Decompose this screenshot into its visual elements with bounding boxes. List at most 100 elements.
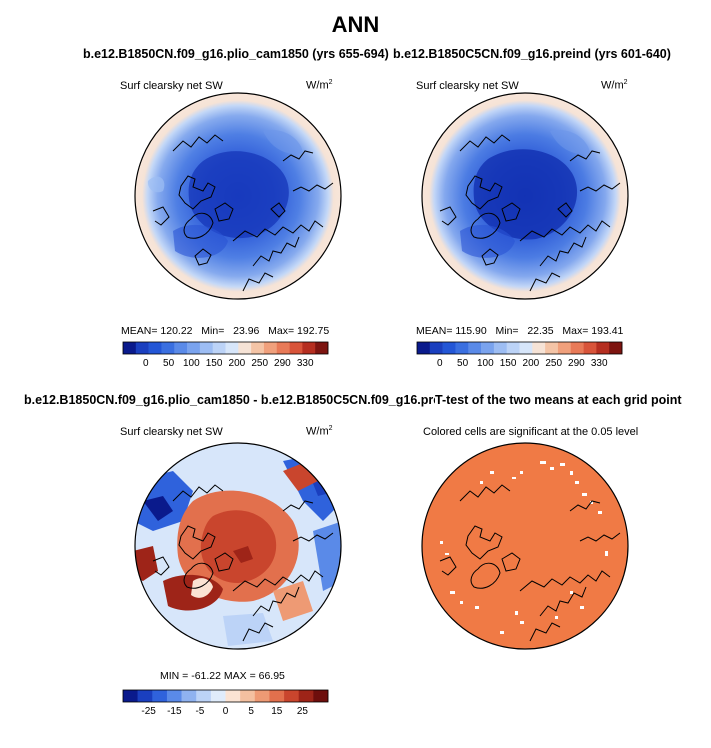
units-top-left: W/m2 (306, 79, 333, 92)
colorbar-tick-label: -25 (141, 706, 156, 717)
colorbar-swatch (174, 342, 188, 354)
min-value: 23.96 (233, 325, 260, 337)
units-top-right: W/m2 (601, 79, 628, 92)
colorbar-border (416, 341, 623, 355)
colorbar-swatch (545, 342, 559, 354)
subtitle-top-left: Surf clearsky net SW (120, 80, 223, 92)
colorbar-top-left: 0 50 100 150 200 250 290 330 (122, 341, 329, 369)
colorbar-tick-label: 200 (523, 358, 540, 369)
colorbar-swatch (417, 342, 431, 354)
panel-title-top-left: b.e12.B1850CN.f09_g16.plio_cam1850 (yrs … (83, 47, 389, 61)
colorbar-swatch (583, 342, 597, 354)
colorbar-tick-label: 250 (251, 358, 268, 369)
colorbar-swatch (557, 342, 572, 354)
colorbar-tick-label: 290 (274, 358, 291, 369)
polar-map-bottom-right (421, 442, 629, 650)
colorbar-swatch (137, 690, 153, 702)
colorbar-tick-label: 150 (206, 358, 223, 369)
colorbar-swatch (148, 342, 162, 354)
figure-title: ANN (331, 12, 380, 37)
colorbar-swatch (210, 690, 226, 702)
colorbar-swatch (442, 342, 456, 354)
colorbar-swatch (225, 342, 239, 354)
subtitle-bottom-left: Surf clearsky net SW (120, 426, 223, 438)
panel-title-bottom-left: b.e12.B1850CN.f09_g16.plio_cam1850 - b.e… (24, 393, 459, 407)
colorbar-swatch (225, 690, 241, 702)
mean-value: 115.90 (455, 325, 487, 337)
colorbar-swatch (298, 690, 314, 702)
colorbar-swatch (596, 342, 610, 354)
mean-value: 120.22 (160, 325, 193, 337)
colorbar-tick-label: 290 (568, 358, 585, 369)
colorbar-swatch (238, 342, 252, 354)
subtitle-bottom-right: Colored cells are significant at the 0.0… (423, 426, 639, 438)
colorbar-tick-label: 330 (591, 358, 608, 369)
colorbar-swatch (429, 342, 443, 354)
colorbar-swatch (199, 342, 213, 354)
colorbar-swatch (240, 690, 256, 702)
polar-map-top-right (421, 92, 629, 300)
colorbar-tick-label: 150 (500, 358, 517, 369)
colorbar-tick-label: 50 (163, 358, 175, 369)
colorbar-tick-label: 250 (545, 358, 562, 369)
colorbar-swatch (315, 342, 329, 354)
colorbar-swatch (289, 342, 303, 354)
colorbar-swatch (493, 342, 507, 354)
colorbar-swatch (152, 690, 168, 702)
colorbar-swatch (455, 342, 469, 354)
colorbar-swatch (123, 342, 137, 354)
colorbar-swatch (181, 690, 197, 702)
colorbar-swatch (263, 342, 278, 354)
colorbar-tick-label: 100 (183, 358, 200, 369)
panel-title-top-right: b.e12.B1850C5CN.f09_g16.preind (yrs 601-… (393, 47, 671, 61)
min-value: 22.35 (527, 325, 554, 337)
subtitle-top-right: Surf clearsky net SW (416, 80, 519, 92)
colorbar-tick-label: 25 (297, 706, 309, 717)
colorbar-tick-label: 0 (223, 706, 229, 717)
colorbar-swatch (609, 342, 623, 354)
max-value: 192.75 (297, 325, 330, 337)
stats-bottom-left: MIN = -61.22 MAX = 66.95 (160, 670, 285, 682)
colorbar-swatch (313, 690, 329, 702)
colorbar-tick-label: 0 (143, 358, 149, 369)
colorbar-tick-label: 100 (477, 358, 494, 369)
colorbar-swatch (166, 690, 182, 702)
colorbar-border (122, 689, 329, 703)
colorbar-swatch (212, 342, 226, 354)
colorbar-border (122, 341, 329, 355)
colorbar-swatch (123, 690, 138, 702)
colorbar-tick-label: 200 (229, 358, 246, 369)
panel-title-bottom-right: T-test of the two means at each grid poi… (435, 393, 682, 407)
polar-map-bottom-left (134, 442, 342, 650)
colorbar-top-right: 0 50 100 150 200 250 290 330 (416, 341, 623, 369)
colorbar-tick-label: 15 (271, 706, 283, 717)
stats-top-right: MEAN= 115.90 Min= 22.35 Max= 193.41 (416, 325, 624, 337)
colorbar-tick-label: -5 (195, 706, 204, 717)
colorbar-swatch (251, 342, 265, 354)
colorbar-swatch (187, 342, 201, 354)
colorbar-tick-label: 5 (248, 706, 254, 717)
colorbar-swatch (302, 342, 316, 354)
colorbar-tick-label: 330 (297, 358, 314, 369)
colorbar-swatch (254, 690, 270, 702)
colorbar-swatch (481, 342, 495, 354)
colorbar-swatch (269, 690, 285, 702)
colorbar-swatch (519, 342, 533, 354)
stats-top-left: MEAN= 120.22 Min= 23.96 Max= 192.75 (121, 325, 330, 337)
colorbar-swatch (196, 690, 212, 702)
colorbar-bottom-left: -25 -15 -5 0 5 15 25 (122, 689, 329, 717)
polar-map-top-left (134, 92, 342, 300)
colorbar-swatch (284, 690, 300, 702)
colorbar-swatch (570, 342, 584, 354)
colorbar-tick-label: 50 (457, 358, 469, 369)
units-bottom-left: W/m2 (306, 425, 333, 438)
colorbar-tick-label: -15 (167, 706, 182, 717)
colorbar-swatch (532, 342, 546, 354)
colorbar-swatch (468, 342, 482, 354)
max-value: 193.41 (591, 325, 624, 337)
colorbar-swatch (506, 342, 520, 354)
colorbar-swatch (135, 342, 149, 354)
colorbar-swatch (276, 342, 290, 354)
colorbar-swatch (161, 342, 175, 354)
colorbar-tick-label: 0 (437, 358, 443, 369)
